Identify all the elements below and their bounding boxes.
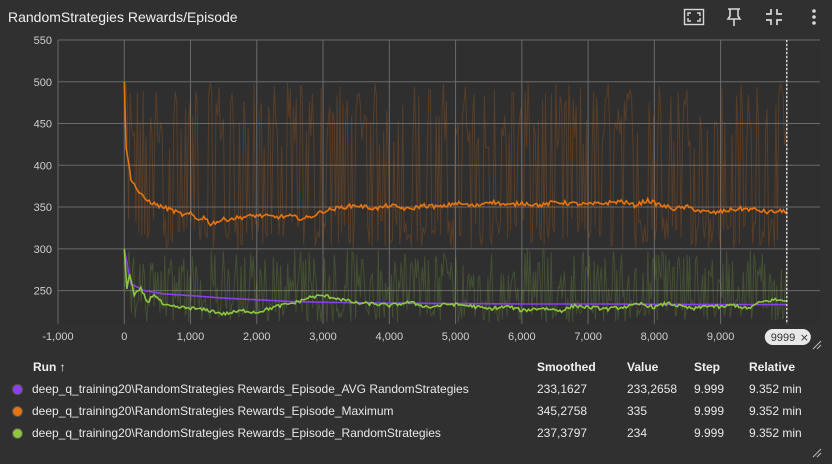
x-tick-label: -1,000 bbox=[42, 331, 73, 343]
chart-title: RandomStrategies Rewards/Episode bbox=[8, 9, 238, 25]
run-column-header[interactable]: Run ↑ bbox=[0, 356, 537, 378]
smoothed-column-header[interactable]: Smoothed bbox=[537, 356, 627, 378]
x-tick-label: 3,000 bbox=[309, 331, 337, 343]
value-column-header[interactable]: Value bbox=[627, 356, 694, 378]
collapse-icon[interactable] bbox=[762, 5, 786, 29]
y-tick-label: 550 bbox=[34, 35, 52, 47]
step-value: 9.999 bbox=[694, 400, 749, 422]
y-tick-label: 350 bbox=[34, 202, 52, 214]
table-resize-handle-icon[interactable] bbox=[812, 448, 822, 458]
step-column-header[interactable]: Step bbox=[694, 356, 749, 378]
raw-value: 233,2658 bbox=[627, 378, 694, 400]
relative-value: 9.352 min bbox=[749, 378, 832, 400]
step-value: 9.999 bbox=[694, 378, 749, 400]
table-header-row: Run ↑ Smoothed Value Step Relative bbox=[0, 356, 832, 378]
x-tick-label: 5,000 bbox=[442, 331, 470, 343]
runs-table: Run ↑ Smoothed Value Step Relative deep_… bbox=[0, 356, 832, 444]
x-tick-label: 4,000 bbox=[376, 331, 404, 343]
close-icon[interactable]: × bbox=[800, 331, 809, 344]
card-header: RandomStrategies Rewards/Episode bbox=[0, 0, 832, 34]
series-color-dot bbox=[12, 384, 23, 395]
raw-value: 335 bbox=[627, 400, 694, 422]
step-value: 9.999 bbox=[694, 422, 749, 444]
resize-handle-icon[interactable] bbox=[812, 340, 822, 350]
raw-value: 234 bbox=[627, 422, 694, 444]
run-name: deep_q_training20\RandomStrategies Rewar… bbox=[32, 382, 469, 396]
relative-value: 9.352 min bbox=[749, 400, 832, 422]
step-badge-label: 9999 bbox=[771, 332, 795, 344]
series-color-dot bbox=[12, 406, 23, 417]
table-row[interactable]: deep_q_training20\RandomStrategies Rewar… bbox=[0, 378, 832, 400]
run-name: deep_q_training20\RandomStrategies Rewar… bbox=[32, 426, 441, 440]
y-tick-label: 500 bbox=[34, 77, 52, 89]
run-name: deep_q_training20\RandomStrategies Rewar… bbox=[32, 404, 394, 418]
x-tick-label: 1,000 bbox=[177, 331, 205, 343]
relative-value: 9.352 min bbox=[749, 422, 832, 444]
smoothed-value: 345,2758 bbox=[537, 400, 627, 422]
more-vert-icon[interactable] bbox=[802, 5, 826, 29]
x-tick-label: 9,000 bbox=[707, 331, 735, 343]
y-tick-label: 300 bbox=[34, 244, 52, 256]
x-tick-label: 2,000 bbox=[243, 331, 271, 343]
smoothed-value: 237,3797 bbox=[537, 422, 627, 444]
smoothed-value: 233,1627 bbox=[537, 378, 627, 400]
chart-area[interactable]: 250 300 350 400 450 500 550 -1,000 0 1,000 2,000 3,… bbox=[0, 34, 832, 352]
x-tick-label: 6,000 bbox=[508, 331, 536, 343]
fullscreen-icon[interactable] bbox=[682, 5, 706, 29]
step-badge: 9999 × bbox=[765, 329, 811, 345]
series-color-dot bbox=[12, 428, 23, 439]
y-tick-label: 400 bbox=[34, 160, 52, 172]
y-tick-label: 450 bbox=[34, 119, 52, 131]
pin-icon[interactable] bbox=[722, 5, 746, 29]
x-tick-label: 0 bbox=[121, 331, 127, 343]
line-chart[interactable]: 250 300 350 400 450 500 550 -1,000 0 1,000 2,000 3,… bbox=[0, 34, 832, 352]
relative-column-header[interactable]: Relative bbox=[749, 356, 832, 378]
table-row[interactable]: deep_q_training20\RandomStrategies Rewar… bbox=[0, 400, 832, 422]
table-row[interactable]: deep_q_training20\RandomStrategies Rewar… bbox=[0, 422, 832, 444]
x-tick-label: 7,000 bbox=[574, 331, 602, 343]
y-tick-label: 250 bbox=[34, 286, 52, 298]
x-tick-label: 8,000 bbox=[641, 331, 669, 343]
